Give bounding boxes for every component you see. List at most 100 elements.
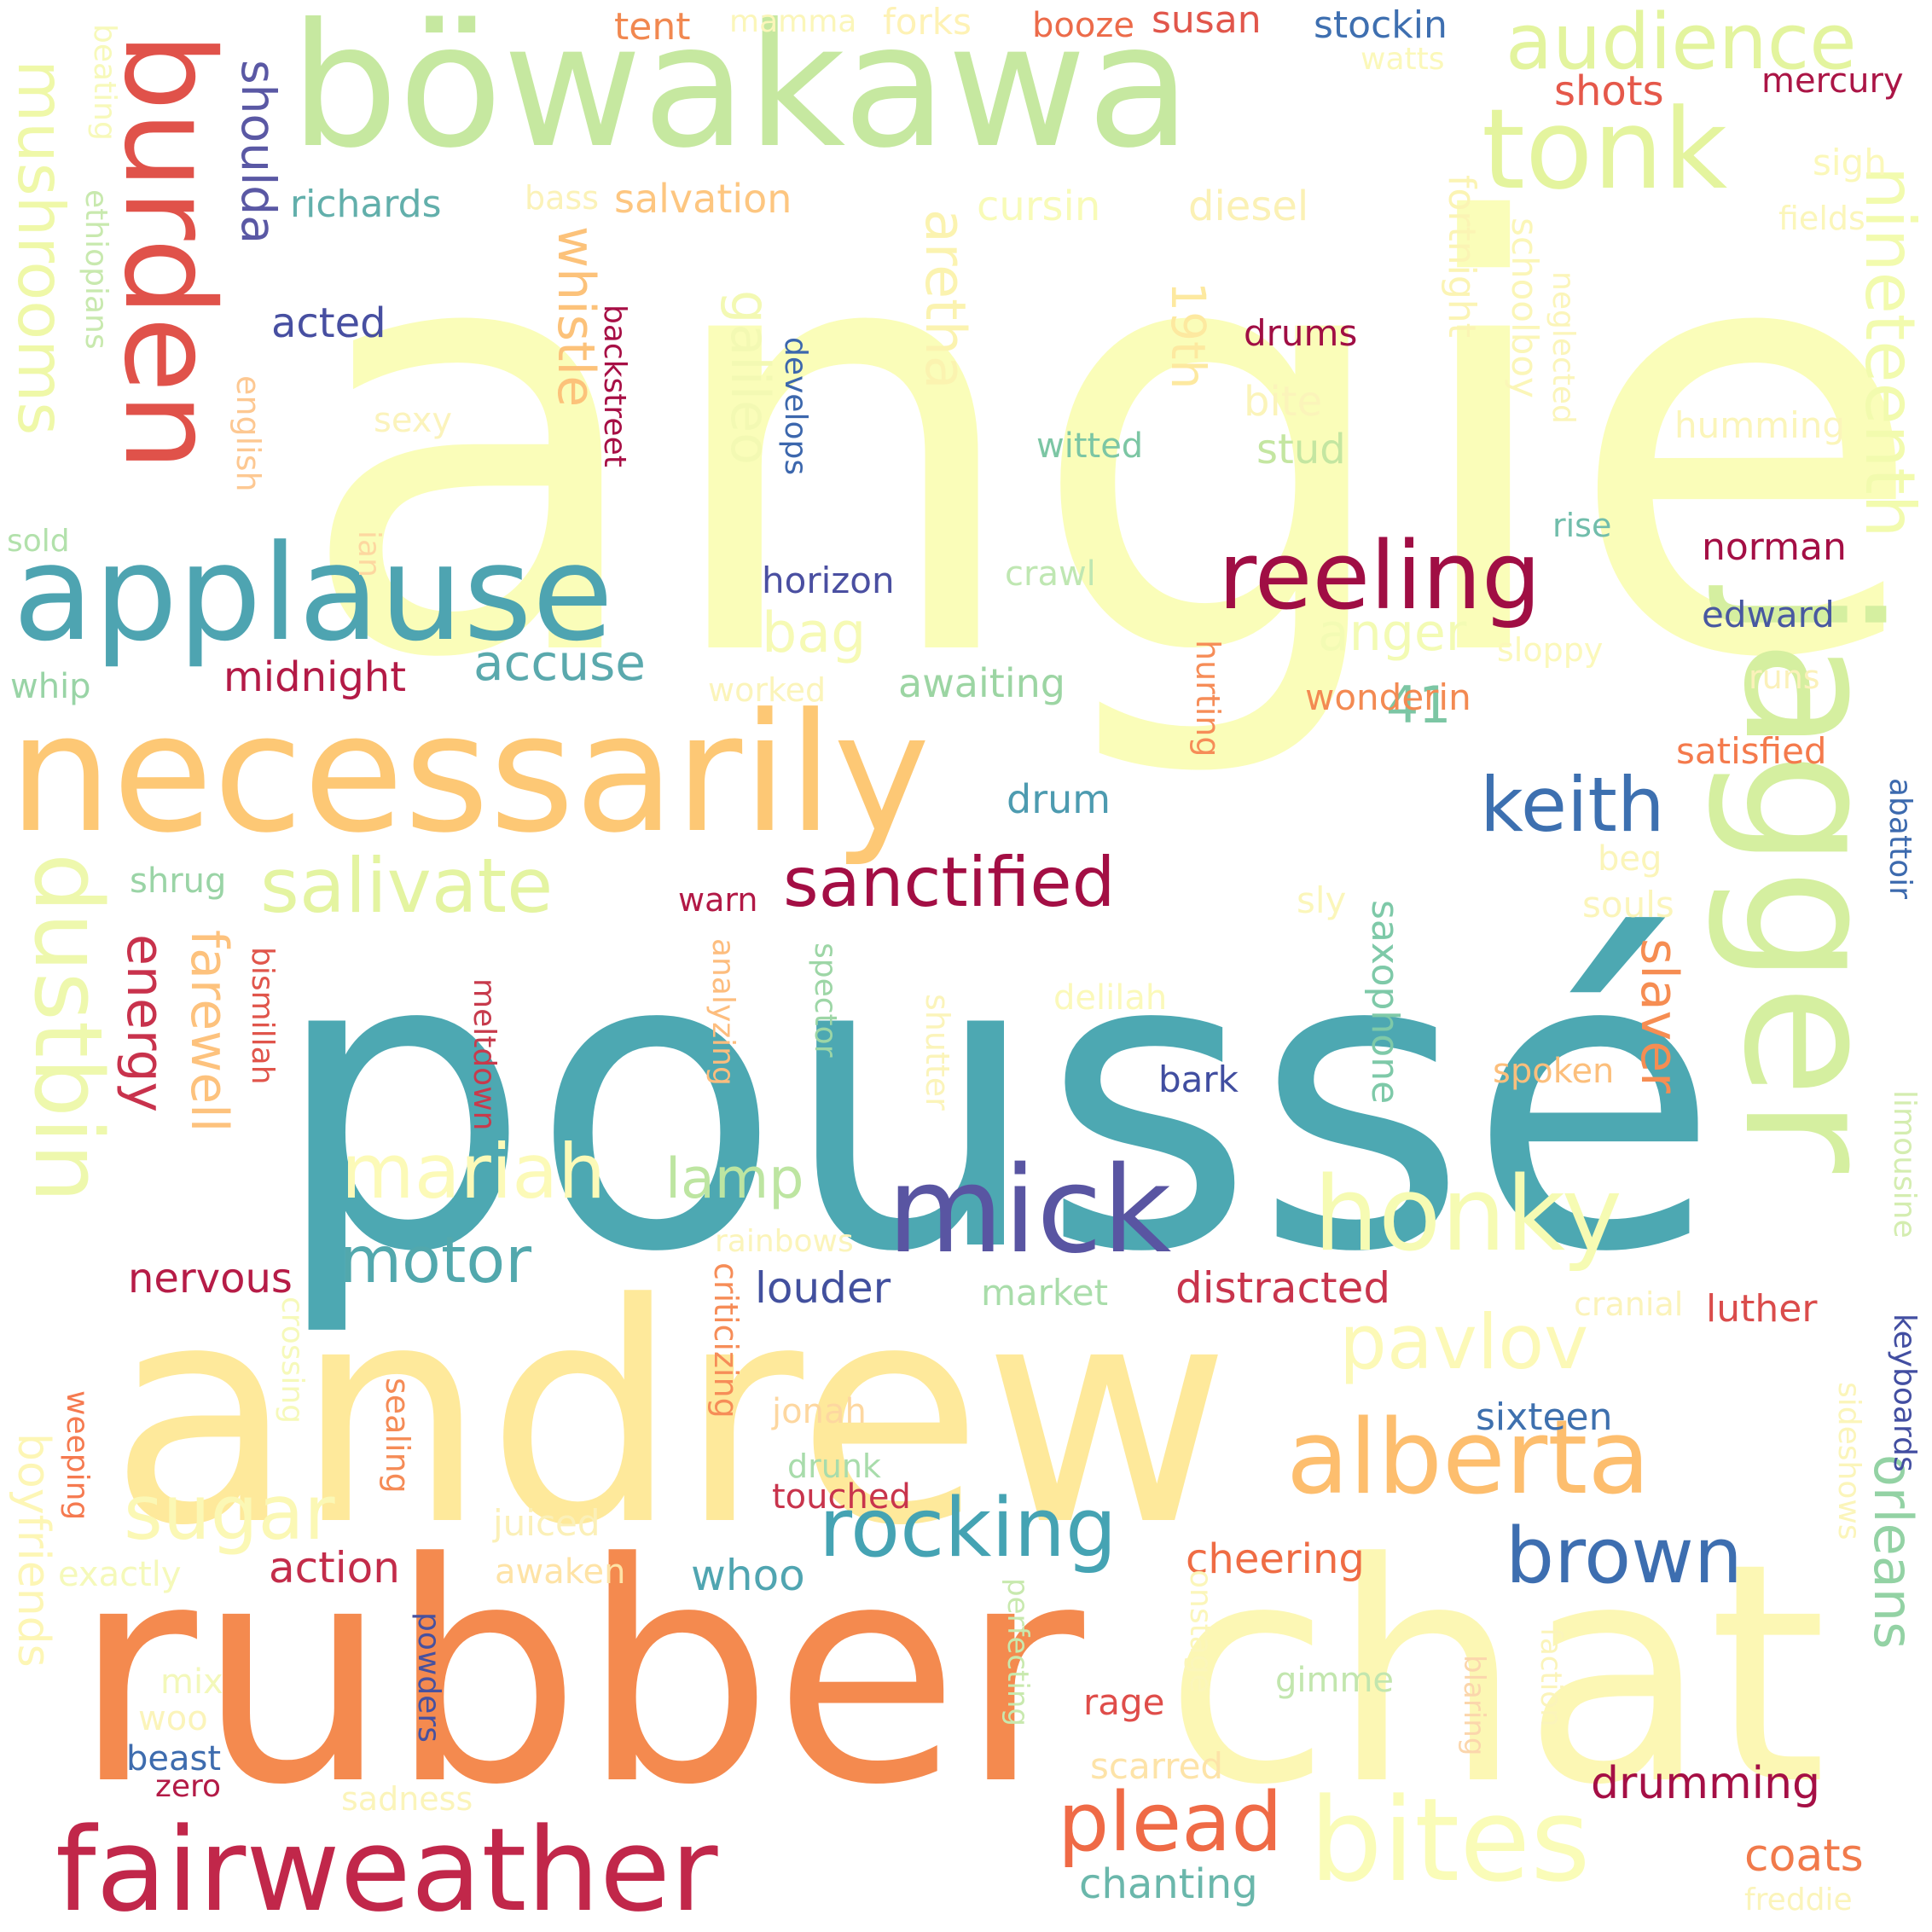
word-mushrooms: mushrooms <box>3 60 78 436</box>
word-sloppy: sloppy <box>1497 631 1604 669</box>
word-ethiopians: ethiopians <box>78 189 113 350</box>
word-whip: whip <box>10 667 91 706</box>
word-whistle: whistle <box>546 226 606 408</box>
word-sanctified: sanctified <box>783 843 1116 922</box>
word-cursin: cursin <box>977 183 1101 230</box>
word-neglected: neglected <box>1546 271 1581 424</box>
word-burden: burden <box>96 32 241 472</box>
word-andrew: andrew <box>109 1239 1231 1592</box>
word-rocking: rocking <box>819 1482 1117 1575</box>
word-sigh: sigh <box>1813 142 1887 183</box>
word-applause: applause <box>13 516 614 670</box>
word-bark: bark <box>1158 1059 1239 1100</box>
word-watts: watts <box>1361 42 1445 77</box>
word-criticizing: criticizing <box>707 1262 745 1419</box>
word-freddie: freddie <box>1744 1883 1853 1917</box>
word-galileo: galileo <box>719 290 781 466</box>
word-reeling: reeling <box>1218 521 1541 630</box>
word-drumming: drumming <box>1591 1758 1821 1809</box>
word-mariah: mariah <box>341 1128 606 1215</box>
word-bite: bite <box>1244 378 1323 426</box>
word-sold: sold <box>7 524 70 559</box>
word-shoulda: shoulda <box>231 60 286 244</box>
word-sadness: sadness <box>341 1780 473 1818</box>
word-bowakawa: böwakawa <box>290 0 1192 186</box>
word-motor: motor <box>339 1222 532 1297</box>
word-satisfied: satisfied <box>1676 730 1827 772</box>
word-hurting: hurting <box>1189 640 1227 757</box>
word-pousse: poussé <box>271 865 1720 1342</box>
word-drum: drum <box>1007 776 1111 822</box>
word-anger: anger <box>1318 603 1467 663</box>
word-zero: zero <box>155 1769 222 1804</box>
word-horizon: horizon <box>762 560 895 601</box>
word-19th: 19th <box>1161 281 1215 390</box>
word-mick: mick <box>887 1141 1172 1280</box>
word-angie: angie <box>294 102 1928 786</box>
word-salvation: salvation <box>614 176 792 222</box>
word-meltdown: meltdown <box>467 978 502 1131</box>
word-keyboards: keyboards <box>1887 1314 1922 1472</box>
word-juiced: juiced <box>493 1502 600 1544</box>
word-plead: plead <box>1058 1776 1283 1870</box>
word-crawl: crawl <box>1005 554 1096 594</box>
word-orleans: orleans <box>1862 1454 1924 1650</box>
word-sexy: sexy <box>374 401 453 440</box>
word-shrug: shrug <box>130 862 227 901</box>
word-delilah: delilah <box>1053 978 1168 1018</box>
word-forks: forks <box>883 1 972 43</box>
word-awaiting: awaiting <box>898 660 1065 706</box>
word-mix: mix <box>160 1662 223 1702</box>
word-worked: worked <box>708 671 827 709</box>
word-rainbows: rainbows <box>715 1224 854 1259</box>
word-develops: develops <box>778 337 813 476</box>
word-humming: humming <box>1674 404 1846 446</box>
word-aretha: aretha <box>913 209 977 390</box>
word-distracted: distracted <box>1175 1263 1391 1313</box>
word-salivate: salivate <box>260 842 554 930</box>
word-bites: bites <box>1309 1773 1591 1907</box>
word-schoolboy: schoolboy <box>1504 218 1546 398</box>
word-bag: bag <box>762 601 867 665</box>
word-diesel: diesel <box>1188 183 1309 230</box>
word-jonah: jonah <box>772 1392 867 1431</box>
word-exactly: exactly <box>58 1555 182 1594</box>
word-mamma: mamma <box>729 4 857 39</box>
word-bass: bass <box>525 179 600 217</box>
word-stud: stud <box>1256 426 1346 473</box>
word-sealing: sealing <box>379 1378 416 1494</box>
word-farewell: farewell <box>179 930 239 1133</box>
word-booze: booze <box>1032 6 1134 45</box>
word-boyfriends: boyfriends <box>8 1433 59 1668</box>
word-chat: chat <box>1164 1498 1827 1851</box>
word-saxophone: saxophone <box>1363 900 1407 1105</box>
word-limousine: limousine <box>1887 1090 1922 1239</box>
word-honky: honky <box>1314 1156 1622 1274</box>
word-powders: powders <box>411 1612 446 1743</box>
word-audience: audience <box>1506 0 1857 87</box>
word-scarred: scarred <box>1090 1745 1224 1787</box>
word-cranial: cranial <box>1574 1285 1684 1323</box>
word-tent: tent <box>614 5 691 49</box>
word-richards: richards <box>290 183 442 226</box>
word-sideshows: sideshows <box>1831 1382 1866 1540</box>
word-perfecting: perfecting <box>1001 1578 1035 1726</box>
word-stockin: stockin <box>1314 3 1448 47</box>
word-shutter: shutter <box>919 994 956 1111</box>
word-alberta: alberta <box>1286 1399 1651 1517</box>
word-nervous: nervous <box>128 1255 293 1303</box>
word-market: market <box>981 1272 1109 1314</box>
word-pavlov: pavlov <box>1339 1298 1589 1386</box>
word-tonk: tonk <box>1482 84 1728 214</box>
word-acted: acted <box>271 299 386 347</box>
word-41: 41 <box>1386 676 1452 735</box>
word-fields: fields <box>1778 200 1865 237</box>
word-necessarily: necessarily <box>9 679 931 869</box>
word-beg: beg <box>1598 839 1662 879</box>
word-rise: rise <box>1552 507 1612 544</box>
word-souls: souls <box>1582 884 1674 925</box>
word-abattoir: abattoir <box>1883 778 1917 900</box>
word-drunk: drunk <box>787 1448 881 1485</box>
word-brown: brown <box>1506 1511 1743 1601</box>
